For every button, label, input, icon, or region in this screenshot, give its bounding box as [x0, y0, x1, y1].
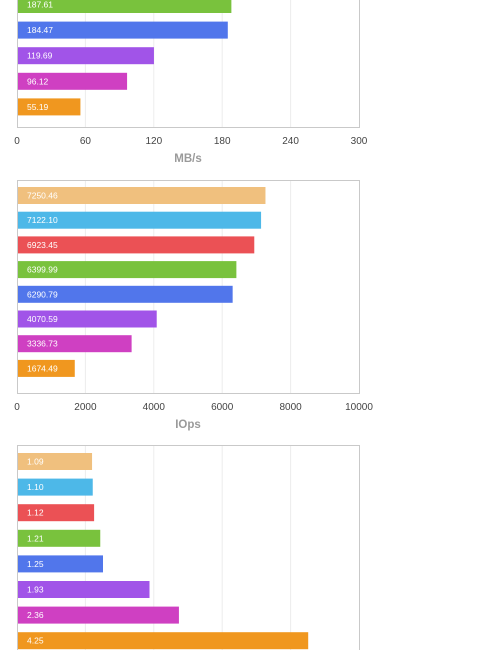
chart-3-bar	[17, 606, 179, 624]
chart-1-bar-value-label: 119.69	[27, 51, 53, 61]
chart-3-plot-frame	[17, 445, 360, 650]
chart-1-bar	[17, 47, 154, 65]
chart-3-bar-value-label: 1.09	[27, 457, 44, 467]
chart-2-x-tick-label: 4000	[143, 402, 166, 413]
chart-3-bar-value-label: 1.21	[27, 533, 44, 543]
chart-1-bar	[17, 98, 81, 116]
chart-1-plot-frame	[17, 0, 360, 128]
chart-2-bar-value-label: 6290.79	[27, 289, 58, 299]
chart-1-bar	[17, 72, 128, 90]
chart-1-x-axis-title: MB/s	[174, 153, 201, 165]
chart-2-bar	[17, 187, 266, 204]
chart-2-x-axis-title: IOps	[175, 419, 201, 431]
chart-3-bar-value-label: 2.36	[27, 610, 44, 620]
chart-3-bar-value-label: 1.25	[27, 559, 44, 569]
chart-1-x-tick-label: 0	[14, 136, 20, 147]
chart-3-bar-value-label: 1.12	[27, 508, 44, 518]
chart-2-x-tick-label: 8000	[279, 402, 302, 413]
chart-3-bar	[17, 581, 150, 598]
chart-2-x-tick-label: 2000	[74, 402, 97, 413]
chart-1-bar-value-label: 55.19	[27, 102, 49, 112]
chart-3-bar-value-label: 1.93	[27, 585, 44, 595]
chart-2-x-tick-label: 10000	[345, 402, 373, 413]
chart-2-bar	[17, 359, 75, 377]
chart-3-bar	[17, 529, 101, 547]
chart-3-bar	[17, 453, 93, 470]
chart-2-bar	[17, 310, 157, 328]
chart-1-x-tick-label: 300	[351, 136, 368, 147]
chart-2-bar-value-label: 1674.49	[27, 363, 58, 373]
chart-1-bar	[17, 0, 232, 13]
chart-2-x-tick-label: 0	[14, 402, 20, 413]
chart-3-bar	[17, 504, 95, 522]
chart-1-x-tick-label: 240	[282, 136, 299, 147]
chart-3-bar	[17, 632, 309, 650]
chart-2-bar	[17, 285, 233, 303]
chart-1-bar-value-label: 96.12	[27, 76, 49, 86]
chart-2-bar-value-label: 3336.73	[27, 339, 58, 349]
chart-1-bar-value-label: 184.47	[27, 25, 53, 35]
chart-1-bar-value-label: 187.61	[27, 0, 53, 10]
chart-2-bar-value-label: 4070.59	[27, 314, 58, 324]
chart-1-x-tick-label: 120	[145, 136, 162, 147]
chart-2-bar	[17, 211, 262, 229]
chart-1-x-tick-label: 60	[80, 136, 92, 147]
chart-3-bar-value-label: 1.10	[27, 482, 44, 492]
chart-3-bar-value-label: 4.25	[27, 636, 44, 646]
chart-3-bar	[17, 478, 93, 496]
chart-2-bar-value-label: 6923.45	[27, 240, 58, 250]
chart-1-bar	[17, 21, 228, 39]
chart-2-x-tick-label: 6000	[211, 402, 234, 413]
chart-1-x-tick-label: 180	[214, 136, 231, 147]
chart-2-bar-value-label: 7122.10	[27, 215, 58, 225]
chart-2-bar-value-label: 7250.46	[27, 191, 58, 201]
chart-2-bar	[17, 236, 255, 254]
chart-2-plot-frame	[17, 180, 360, 394]
chart-2-bar	[17, 261, 237, 279]
chart-2-bar	[17, 335, 132, 353]
chart-2-bar-value-label: 6399.99	[27, 265, 58, 275]
chart-3-bar	[17, 555, 103, 573]
